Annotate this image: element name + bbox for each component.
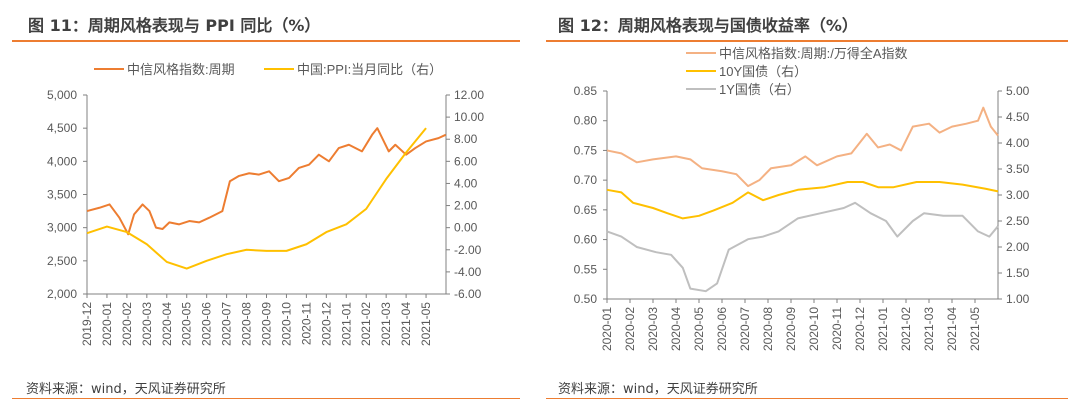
- x-tick-label: 2021-04: [945, 307, 959, 351]
- x-tick-label: 2020-04: [160, 302, 174, 346]
- x-tick-label: 2020-03: [140, 302, 154, 346]
- series-line-2: [606, 201, 999, 293]
- y-left-tick-label: 4,000: [47, 154, 77, 168]
- y-left-tick-label: 0.50: [574, 292, 598, 306]
- y-right-tick-label: 0.00: [454, 221, 478, 235]
- x-tick-label: 2020-06: [715, 307, 729, 351]
- series-line-0: [86, 127, 447, 236]
- y-left-tick-label: 2,000: [47, 287, 77, 301]
- y-left-tick-label: 5,000: [47, 88, 77, 102]
- x-tick-label: 2020-11: [299, 302, 313, 345]
- legend-label: 10Y国债（右）: [719, 64, 807, 79]
- y-right-tick-label: -4.00: [454, 265, 482, 279]
- y-left-tick-label: 0.85: [574, 84, 598, 98]
- x-tick-label: 2021-05: [968, 307, 982, 351]
- chart-title: 图 12：周期风格表现与国债收益率（%）: [558, 16, 858, 35]
- legend-label: 中信风格指数:周期:/万得全A指数: [719, 46, 908, 61]
- x-tick-label: 2021-01: [339, 302, 353, 346]
- x-tick-label: 2020-05: [692, 307, 706, 351]
- x-tick-label: 2020-12: [853, 307, 867, 351]
- legend-label: 中国:PPI:当月同比（右）: [297, 62, 442, 77]
- x-tick-label: 2020-01: [600, 307, 614, 351]
- figure-12: 图 12：周期风格表现与国债收益率（%） 0.50 0.55 0.60 0.65 0.7…: [546, 0, 1068, 402]
- y-left-tick-label: 3,000: [47, 221, 77, 235]
- x-tick-label: 2021-02: [899, 307, 913, 351]
- y-right-tick-label: -6.00: [454, 287, 482, 301]
- y-left-tick-label: 0.60: [574, 233, 598, 247]
- x-tick-label: 2020-06: [200, 302, 214, 346]
- chart-11: 2,000 2,500 3,000 3,500 4,000 4,500 5,000 -6.00…: [47, 62, 484, 346]
- series-line-1: [606, 181, 999, 220]
- x-tick-label: 2020-09: [260, 302, 274, 346]
- y-right-tick-label: 4.00: [454, 176, 478, 190]
- y-right-tick-label: 4.00: [1006, 136, 1030, 150]
- x-tick-label: 2020-08: [240, 302, 254, 346]
- x-tick-label: 2020-04: [669, 307, 683, 351]
- x-tick-label: 2020-01: [100, 302, 114, 346]
- y-right-tick-label: 3.50: [1006, 162, 1030, 176]
- y-right-tick-label: 2.00: [454, 199, 478, 213]
- x-tick-label: 2019-12: [80, 302, 94, 346]
- x-tick-label: 2020-10: [807, 307, 821, 351]
- y-right-tick-label: 2.00: [1006, 240, 1030, 254]
- x-tick-label: 2021-03: [379, 302, 393, 346]
- source-note: 资料来源：wind，天风证券研究所: [558, 382, 758, 397]
- x-tick-label: 2021-02: [359, 302, 373, 346]
- y-right-tick-label: 1.50: [1006, 266, 1030, 280]
- x-tick-label: 2020-08: [761, 307, 775, 351]
- chart-title: 图 11：周期风格表现与 PPI 同比（%）: [28, 16, 321, 35]
- series-line-1: [86, 127, 427, 270]
- x-tick-label: 2021-03: [922, 307, 936, 351]
- y-left-tick-label: 0.75: [574, 143, 598, 157]
- y-right-tick-label: 8.00: [454, 132, 478, 146]
- x-tick-label: 2020-05: [180, 302, 194, 346]
- x-tick-label: 2020-07: [738, 307, 752, 351]
- y-left-tick-label: 4,500: [47, 121, 77, 135]
- y-left-tick-label: 3,500: [47, 188, 77, 202]
- chart-12: 0.50 0.55 0.60 0.65 0.70 0.75 0.80 0.85 1.00 1.50…: [574, 46, 1030, 351]
- x-tick-label: 2020-02: [623, 307, 637, 351]
- y-left-tick-label: 0.70: [574, 173, 598, 187]
- legend-label: 中信风格指数:周期: [127, 62, 235, 77]
- title-rule: [12, 40, 520, 42]
- y-left-tick-label: 2,500: [47, 254, 77, 268]
- x-tick-label: 2021-05: [419, 302, 433, 346]
- series-line-0: [606, 106, 999, 188]
- x-tick-label: 2020-12: [319, 302, 333, 346]
- x-tick-label: 2021-01: [876, 307, 890, 351]
- source-note: 资料来源：wind，天风证券研究所: [26, 382, 226, 397]
- y-left-tick-label: 0.65: [574, 203, 598, 217]
- y-right-tick-label: 4.50: [1006, 110, 1030, 124]
- figure-11: 图 11：周期风格表现与 PPI 同比（%） 2,000 2,500 3,000 3,…: [12, 0, 532, 402]
- y-right-tick-label: 10.00: [454, 110, 484, 124]
- y-left-tick-label: 0.80: [574, 114, 598, 128]
- y-right-tick-label: -2.00: [454, 243, 482, 257]
- y-left-tick-label: 0.55: [574, 262, 598, 276]
- y-right-tick-label: 2.50: [1006, 214, 1030, 228]
- y-right-tick-label: 3.00: [1006, 188, 1030, 202]
- x-tick-label: 2020-10: [279, 302, 293, 346]
- y-right-tick-label: 6.00: [454, 154, 478, 168]
- x-tick-label: 2021-04: [399, 302, 413, 346]
- x-tick-label: 2020-09: [784, 307, 798, 351]
- y-right-tick-label: 5.00: [1006, 84, 1030, 98]
- bottom-rule: [12, 398, 520, 399]
- legend-label: 1Y国债（右）: [719, 82, 800, 97]
- bottom-rule: [546, 398, 1068, 399]
- y-right-tick-label: 12.00: [454, 88, 484, 102]
- x-tick-label: 2020-11: [830, 307, 844, 350]
- y-right-tick-label: 1.00: [1006, 292, 1030, 306]
- x-tick-label: 2020-02: [120, 302, 134, 346]
- x-tick-label: 2020-03: [646, 307, 660, 351]
- x-tick-label: 2020-07: [220, 302, 234, 346]
- title-rule: [546, 40, 1068, 42]
